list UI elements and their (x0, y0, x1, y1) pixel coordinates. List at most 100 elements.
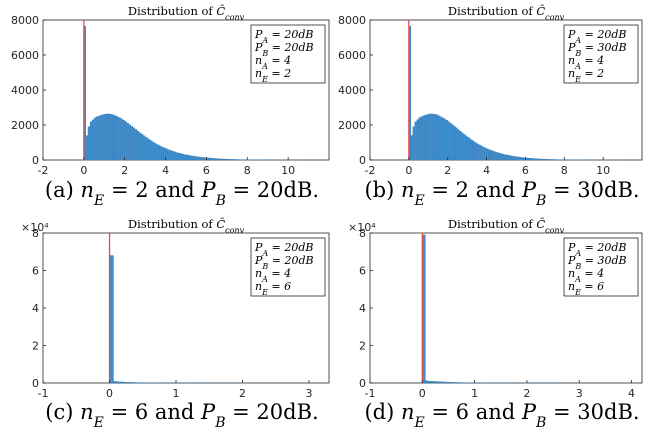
histogram-bar (157, 144, 160, 161)
histogram-bar (132, 382, 135, 384)
histogram-bar (149, 139, 152, 161)
histogram-bar (468, 138, 472, 161)
histogram-bar (187, 155, 191, 161)
histogram-bar (480, 145, 483, 161)
histogram-bar (422, 115, 425, 161)
histogram-bar (435, 381, 439, 384)
histogram-bar (114, 115, 117, 161)
histogram-bar (418, 117, 421, 161)
histogram-bar (202, 157, 205, 161)
histogram-bar (439, 381, 443, 384)
histogram-bar (535, 158, 538, 161)
legend-box (563, 237, 639, 297)
histogram-bar (461, 132, 464, 161)
histogram-bar (116, 116, 119, 161)
histogram-bar (433, 114, 437, 161)
histogram-bar (550, 159, 553, 161)
histogram-bar (478, 144, 481, 161)
histogram-bar (492, 150, 495, 161)
chart-title: Distribution of C̄conv (448, 4, 565, 22)
histogram-bar (106, 113, 109, 161)
histogram-bar (459, 131, 462, 161)
histogram-bar (456, 382, 460, 384)
histogram-bar (470, 139, 474, 161)
x-tick-label: 2 (239, 387, 246, 400)
histogram-bar (509, 155, 512, 161)
histogram-bar (116, 381, 119, 384)
legend-entry: PB = 30dB (567, 254, 627, 271)
histogram-bar (494, 151, 497, 161)
x-tick-label: 8 (244, 164, 251, 177)
y-tick-label: 4000 (11, 84, 39, 97)
histogram-bar (113, 381, 117, 384)
y-tick-label: 8 (359, 227, 366, 240)
legend-box (250, 24, 326, 84)
histogram-bar (529, 158, 532, 161)
histogram-bar (234, 159, 238, 161)
histogram-bar (110, 114, 113, 161)
histogram-bar (501, 153, 505, 161)
histogram-bar (118, 381, 122, 384)
x-tick-label: 4 (628, 387, 635, 400)
y-tick-label: 0 (359, 154, 366, 167)
panel-caption: (d) nE = 6 and PB = 30dB. (364, 400, 639, 431)
x-tick-label: 0 (405, 164, 412, 177)
legend-entry: PA = 20dB (567, 28, 627, 45)
histogram-bar (429, 381, 432, 384)
histogram-bar (430, 113, 433, 161)
histogram-bar (498, 152, 501, 161)
x-tick-label: 0 (106, 387, 113, 400)
histogram-bar (171, 150, 174, 161)
histogram-bar (212, 158, 215, 161)
y-tick-label: 2 (359, 340, 366, 353)
histogram-bar (517, 156, 520, 161)
histogram-bar (435, 114, 439, 161)
histogram-bar (194, 156, 197, 161)
histogram-bar (159, 145, 162, 161)
legend-entry: PA = 20dB (567, 241, 627, 258)
histogram-bar (175, 152, 178, 161)
histogram-bar (416, 119, 419, 161)
histogram-bar (216, 158, 219, 161)
x-tick-label: -1 (38, 387, 49, 400)
y-tick-label: 0 (32, 154, 39, 167)
histogram-bar (128, 124, 131, 161)
histogram-bar (129, 382, 133, 384)
histogram-bar (189, 155, 193, 161)
y-tick-label: 8 (32, 227, 39, 240)
histogram-bar (446, 381, 449, 384)
legend-entry: nE = 6 (255, 280, 291, 297)
histogram-bar (95, 116, 99, 161)
histogram-bar (200, 157, 203, 161)
histogram-bar (124, 121, 127, 161)
x-tick-label: 6 (203, 164, 210, 177)
histogram-bar (89, 121, 93, 161)
legend-entry: PA = 20dB (254, 241, 314, 258)
histogram-bar (87, 126, 91, 161)
histogram-bar (424, 115, 427, 161)
histogram-bar (218, 158, 221, 161)
y-tick-label: 4000 (338, 84, 366, 97)
histogram-bar (536, 158, 540, 161)
histogram-bar (450, 382, 453, 384)
chart-title: Distribution of C̄conv (448, 217, 565, 235)
x-tick-label: 2 (523, 387, 530, 400)
x-tick-label: 6 (522, 164, 529, 177)
histogram-bar (108, 113, 111, 161)
histogram-bar (226, 159, 230, 161)
histogram-bar (98, 115, 101, 161)
histogram-bar (122, 119, 125, 161)
histogram-bar (161, 146, 164, 161)
legend-entry: nE = 2 (568, 67, 604, 84)
histogram-bar (138, 132, 142, 161)
histogram-bar (130, 126, 134, 161)
histogram-bar (488, 149, 491, 161)
histogram-bar (465, 135, 468, 161)
histogram-bar (85, 135, 89, 161)
histogram-bar (177, 152, 180, 161)
histogram-bar (428, 114, 431, 161)
